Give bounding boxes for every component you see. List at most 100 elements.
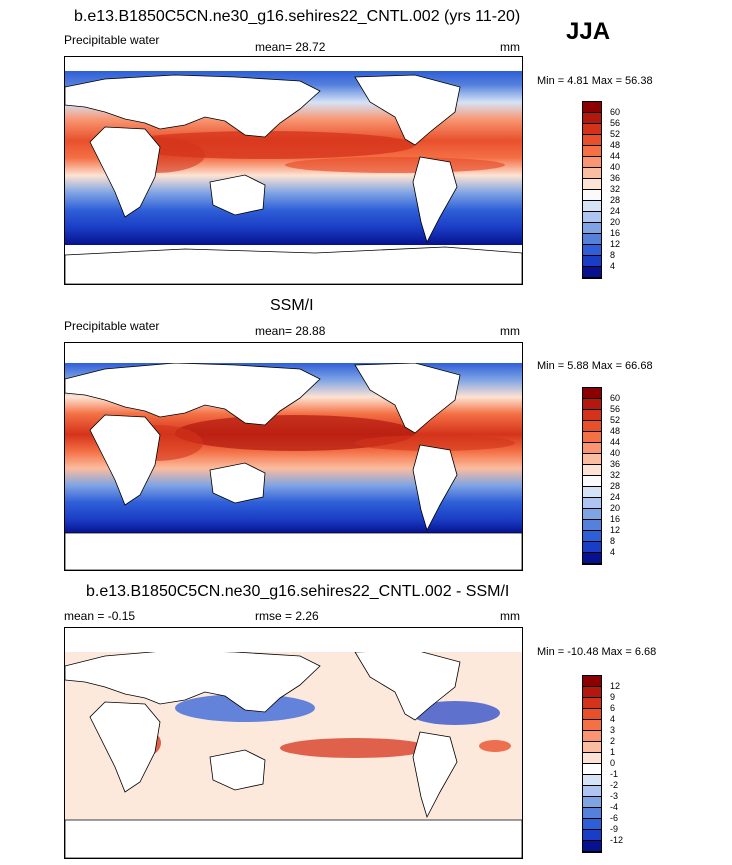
colorbar-swatch bbox=[583, 399, 601, 410]
colorbar-tick-label: 4 bbox=[610, 261, 616, 271]
colorbar-swatch bbox=[583, 797, 601, 808]
colorbar-swatch bbox=[583, 179, 601, 190]
colorbar-swatch bbox=[583, 388, 601, 399]
panel-3-colorbar-boxes bbox=[582, 675, 602, 853]
panel-2-mean: mean= 28.88 bbox=[255, 324, 326, 338]
colorbar-tick-label: 60 bbox=[610, 393, 621, 403]
panel-3-map-svg bbox=[65, 628, 522, 858]
colorbar-tick-label: 12 bbox=[610, 681, 621, 691]
colorbar-swatch bbox=[583, 775, 601, 786]
colorbar-swatch bbox=[583, 498, 601, 509]
colorbar-tick-label: 2 bbox=[610, 736, 616, 746]
colorbar-tick-label: 24 bbox=[610, 492, 621, 502]
colorbar-swatch bbox=[583, 190, 601, 201]
colorbar-swatch bbox=[583, 245, 601, 256]
panel-1-variable: Precipitable water bbox=[64, 33, 160, 47]
colorbar-tick-label: 12 bbox=[610, 525, 621, 535]
colorbar-swatch bbox=[583, 256, 601, 267]
colorbar-swatch bbox=[583, 410, 601, 421]
colorbar-tick-label: 40 bbox=[610, 448, 621, 458]
colorbar-swatch bbox=[583, 443, 601, 454]
colorbar-tick-label: 36 bbox=[610, 173, 621, 183]
colorbar-swatch bbox=[583, 720, 601, 731]
panel-3-positive-anomaly-atlantic bbox=[479, 740, 511, 752]
colorbar-swatch bbox=[583, 819, 601, 830]
colorbar-swatch bbox=[583, 201, 601, 212]
colorbar-swatch bbox=[583, 676, 601, 687]
colorbar-tick-label: 16 bbox=[610, 228, 621, 238]
colorbar-swatch bbox=[583, 124, 601, 135]
panel-2-colorbar: 60 56 52 48 44 40 36 32 28 24 20 16 12 8 4 bbox=[582, 387, 620, 565]
panel-2-map bbox=[64, 342, 523, 571]
colorbar-tick-label: -6 bbox=[610, 813, 619, 823]
colorbar-tick-label: -12 bbox=[610, 835, 624, 845]
panel-3-map bbox=[64, 627, 523, 859]
colorbar-swatch bbox=[583, 454, 601, 465]
panel-2-minmax: Min = 5.88 Max = 66.68 bbox=[537, 360, 653, 372]
colorbar-swatch bbox=[583, 520, 601, 531]
colorbar-tick-label: 44 bbox=[610, 437, 621, 447]
colorbar-swatch bbox=[583, 102, 601, 113]
colorbar-tick-label: 4 bbox=[610, 714, 616, 724]
colorbar-swatch bbox=[583, 687, 601, 698]
colorbar-tick-label: 6 bbox=[610, 703, 616, 713]
colorbar-tick-label: 44 bbox=[610, 151, 621, 161]
colorbar-tick-label: 0 bbox=[610, 758, 616, 768]
panel-2-itcz bbox=[355, 435, 515, 451]
panel-3-negative-anomaly-atlantic bbox=[410, 701, 500, 725]
colorbar-tick-label: 48 bbox=[610, 426, 621, 436]
colorbar-swatch bbox=[583, 786, 601, 797]
colorbar-tick-label: 24 bbox=[610, 206, 621, 216]
panel-1-title: b.e13.B1850C5CN.ne30_g16.sehires22_CNTL.… bbox=[74, 8, 521, 25]
panel-2-units: mm bbox=[500, 324, 520, 338]
colorbar-tick-label: -1 bbox=[610, 769, 619, 779]
panel-2-warm-pool bbox=[175, 415, 415, 451]
colorbar-swatch bbox=[583, 764, 601, 775]
panel-3-rmse: rmse = 2.26 bbox=[255, 609, 319, 623]
colorbar-swatch bbox=[583, 234, 601, 245]
panel-1-map bbox=[64, 56, 523, 285]
colorbar-swatch bbox=[583, 753, 601, 764]
colorbar-tick-label: 36 bbox=[610, 459, 621, 469]
panel-2-continents bbox=[65, 343, 522, 570]
colorbar-swatch bbox=[583, 168, 601, 179]
colorbar-swatch bbox=[583, 742, 601, 753]
panel-3-mean: mean = -0.15 bbox=[64, 609, 136, 623]
panel-1-itcz bbox=[285, 157, 505, 173]
colorbar-tick-label: 4 bbox=[610, 547, 616, 557]
panel-3-colorbar: 12 9 6 4 3 2 1 0 -1 -2 -3 -4 -6 -9 -12 bbox=[582, 675, 623, 853]
colorbar-swatch bbox=[583, 709, 601, 720]
colorbar-tick-label: 9 bbox=[610, 692, 616, 702]
colorbar-tick-label: 56 bbox=[610, 404, 621, 414]
panel-3-units: mm bbox=[500, 609, 520, 623]
colorbar-tick-label: 20 bbox=[610, 217, 621, 227]
colorbar-tick-label: 16 bbox=[610, 514, 621, 524]
colorbar-swatch bbox=[583, 509, 601, 520]
colorbar-swatch bbox=[583, 698, 601, 709]
colorbar-tick-label: 1 bbox=[610, 747, 616, 757]
panel-1-minmax: Min = 4.81 Max = 56.38 bbox=[537, 75, 653, 87]
season-label: JJA bbox=[566, 18, 611, 45]
panel-1-units: mm bbox=[500, 40, 520, 54]
colorbar-swatch bbox=[583, 267, 601, 278]
panel-2-title: SSM/I bbox=[270, 297, 314, 314]
panel-2-map-svg bbox=[65, 343, 522, 570]
colorbar-tick-label: 52 bbox=[610, 129, 621, 139]
panel-2-variable: Precipitable water bbox=[64, 319, 160, 333]
panel-3-continents bbox=[65, 628, 522, 858]
panel-2-colorbar-boxes bbox=[582, 387, 602, 565]
colorbar-swatch bbox=[583, 542, 601, 553]
colorbar-swatch bbox=[583, 830, 601, 841]
panel-1-colorbar: 60 56 52 48 44 40 36 32 28 24 20 16 12 8 4 bbox=[582, 101, 620, 279]
colorbar-swatch bbox=[583, 487, 601, 498]
colorbar-swatch bbox=[583, 808, 601, 819]
colorbar-tick-label: 60 bbox=[610, 107, 621, 117]
colorbar-swatch bbox=[583, 212, 601, 223]
colorbar-tick-label: 40 bbox=[610, 162, 621, 172]
colorbar-swatch bbox=[583, 476, 601, 487]
panel-1-mean: mean= 28.72 bbox=[255, 40, 326, 54]
colorbar-tick-label: 8 bbox=[610, 536, 616, 546]
panel-1-colorbar-boxes bbox=[582, 101, 602, 279]
colorbar-swatch bbox=[583, 465, 601, 476]
colorbar-tick-label: 8 bbox=[610, 250, 616, 260]
